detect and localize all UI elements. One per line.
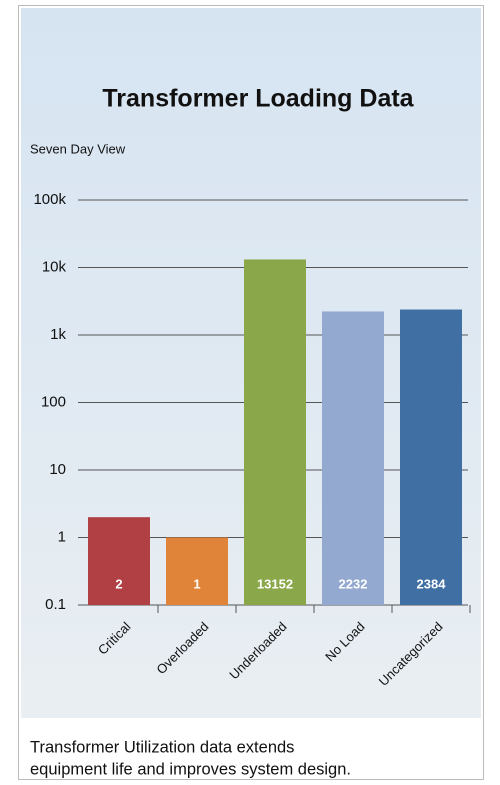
y-tick-label: 100 bbox=[41, 393, 66, 410]
data-label: 1 bbox=[193, 576, 200, 591]
caption-line: equipment life and improves system desig… bbox=[30, 760, 351, 778]
y-tick-label: 1k bbox=[50, 326, 66, 343]
y-tick-label: 100k bbox=[33, 191, 66, 208]
data-label: 2 bbox=[115, 576, 122, 591]
bar bbox=[88, 517, 150, 605]
y-tick-label: 0.1 bbox=[45, 596, 66, 613]
data-label: 2232 bbox=[339, 576, 368, 591]
data-label: 13152 bbox=[257, 576, 293, 591]
y-tick-label: 10k bbox=[42, 258, 67, 275]
chart-subtitle: Seven Day View bbox=[30, 141, 126, 156]
caption-line: Transformer Utilization data extends bbox=[30, 738, 294, 756]
y-tick-label: 10 bbox=[49, 461, 66, 478]
bar bbox=[322, 311, 384, 605]
chart-title: Transformer Loading Data bbox=[102, 85, 414, 113]
bar bbox=[166, 537, 228, 605]
data-label: 2384 bbox=[417, 576, 447, 591]
bar bbox=[244, 259, 306, 605]
bar bbox=[400, 309, 462, 605]
y-tick-label: 1 bbox=[58, 528, 66, 545]
